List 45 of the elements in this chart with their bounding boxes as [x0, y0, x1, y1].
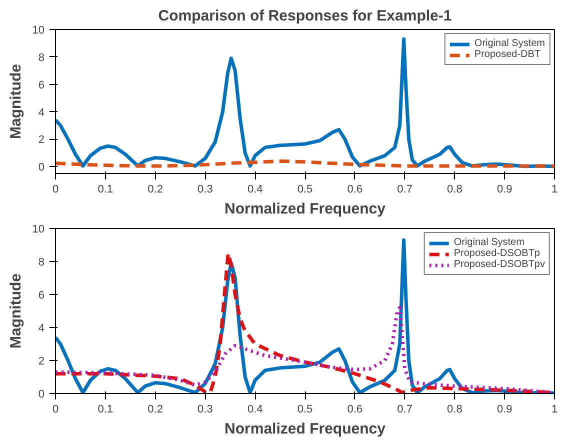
legend-label: Original System — [454, 237, 524, 248]
y-tick-label: 0 — [38, 162, 45, 174]
y-tick-label: 4 — [38, 322, 45, 334]
x-tick-label: 0.8 — [447, 184, 462, 196]
x-tick-label: 0.1 — [98, 184, 114, 196]
x-tick-label: 0.4 — [247, 404, 263, 416]
x-tick-label: 0.9 — [496, 404, 512, 416]
x-tick-label: 0.6 — [347, 404, 363, 416]
x-tick-label: 1 — [551, 184, 558, 196]
y-tick-label: 4 — [38, 106, 45, 119]
y-tick-label: 2 — [38, 134, 45, 146]
x-axis-title: Normalized Frequency — [224, 200, 386, 218]
x-tick-label: 0.7 — [397, 404, 412, 416]
x-tick-label: 0 — [52, 184, 59, 196]
x-tick-label: 0.8 — [447, 404, 462, 416]
y-tick-label: 6 — [38, 79, 45, 92]
y-tick-label: 6 — [38, 290, 45, 302]
x-tick-label: 0 — [52, 404, 59, 416]
x-tick-label: 0.2 — [148, 184, 163, 196]
x-axis-title: Normalized Frequency — [224, 420, 386, 438]
x-tick-label: 0.3 — [198, 404, 213, 416]
legend-label: Proposed-DSOBTpv — [454, 259, 545, 270]
y-tick-label: 10 — [32, 24, 45, 36]
y-tick-label: 2 — [38, 356, 45, 368]
y-tick-label: 0 — [38, 388, 45, 400]
legend-label: Original System — [474, 38, 545, 49]
x-tick-label: 0.3 — [198, 184, 213, 196]
x-tick-label: 0.5 — [297, 184, 313, 196]
x-tick-label: 0.2 — [148, 404, 163, 416]
y-tick-label: 10 — [32, 224, 45, 236]
x-tick-label: 1 — [551, 404, 558, 416]
y-tick-label: 8 — [38, 52, 45, 64]
legend-label: Proposed-DBT — [474, 49, 541, 60]
line-series — [56, 37, 554, 168]
x-tick-label: 0.4 — [247, 184, 263, 196]
chart-title: Comparison of Responses for Example-1 — [158, 8, 452, 24]
x-tick-label: 0.7 — [397, 184, 412, 196]
x-tick-label: 0.5 — [297, 404, 313, 416]
y-axis-title: Magnitude — [7, 64, 24, 139]
y-tick-label: 8 — [38, 256, 45, 268]
x-tick-label: 0.6 — [347, 184, 363, 196]
x-tick-label: 0.1 — [98, 404, 114, 416]
legend-label: Proposed-DSOBTp — [454, 248, 540, 259]
y-axis-title: Magnitude — [7, 273, 24, 348]
x-tick-label: 0.9 — [496, 184, 512, 196]
